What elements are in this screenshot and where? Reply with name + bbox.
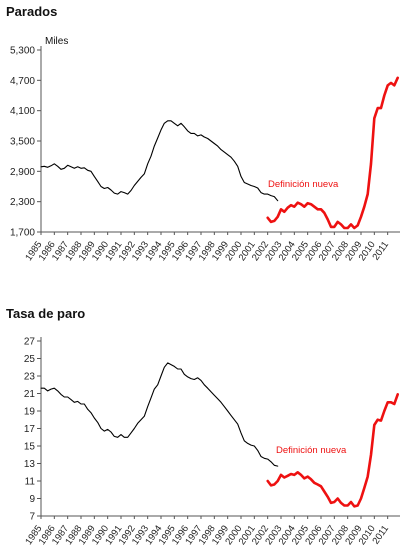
y-tick-label: 4,100 (10, 106, 35, 117)
y-tick-label: 2,300 (10, 197, 35, 208)
y-tick-label: 17 (24, 424, 36, 435)
chart2-title: Tasa de paro (6, 306, 86, 321)
y-tick-label: 1,700 (10, 228, 35, 239)
series-line-definicion-anterior (40, 362, 279, 467)
y-tick-label: 3,500 (10, 137, 35, 148)
tasa-de-paro-chart: 2725232119171513119719851986198719881989… (23, 337, 400, 547)
y-tick-label: 21 (24, 389, 36, 400)
y-tick-label: 9 (29, 494, 35, 505)
series-line-definicion-nueva (266, 393, 400, 508)
y-tick-label: 5,300 (10, 46, 35, 57)
y-tick-label: 7 (29, 512, 35, 523)
y-tick-label: 4,700 (10, 76, 35, 87)
y-tick-label: 23 (24, 372, 36, 383)
y-axis-unit-label: Miles (45, 36, 68, 47)
parados-chart: 5,3004,7004,1003,5002,9002,3001,70019851… (10, 36, 400, 263)
y-tick-label: 25 (24, 354, 36, 365)
series-line-definicion-nueva (266, 76, 400, 230)
y-tick-label: 27 (24, 337, 36, 348)
annotation-definicion-nueva: Definición nueva (268, 179, 339, 190)
y-tick-label: 13 (24, 459, 36, 470)
y-tick-label: 11 (25, 477, 36, 488)
series-line-definicion-anterior (40, 120, 279, 202)
y-tick-label: 15 (24, 442, 36, 453)
annotation-definicion-nueva: Definición nueva (276, 445, 347, 456)
y-tick-label: 19 (24, 407, 36, 418)
chart1-title: Parados (6, 4, 58, 19)
y-tick-label: 2,900 (10, 167, 35, 178)
